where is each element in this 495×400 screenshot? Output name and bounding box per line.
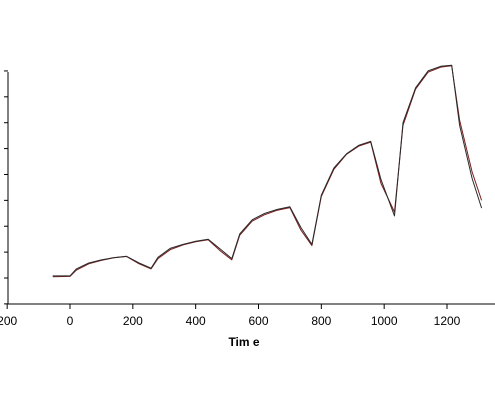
x-tick-label-2: 200 xyxy=(123,314,143,328)
x-axis-title: Tim e xyxy=(228,335,259,349)
x-tick-label-7: 1200 xyxy=(434,314,461,328)
x-tick-label-0: 200 xyxy=(0,314,17,328)
y-axis-ticks xyxy=(4,70,8,305)
series-line-1 xyxy=(52,64,483,277)
x-axis-tick-labels: 200 0 200 400 600 800 1000 1200 xyxy=(0,314,461,328)
series-line-0 xyxy=(52,65,483,278)
x-tick-label-3: 400 xyxy=(186,314,206,328)
x-tick-label-6: 1000 xyxy=(371,314,398,328)
x-tick-label-4: 600 xyxy=(248,314,268,328)
x-tick-label-5: 800 xyxy=(311,314,331,328)
series-group xyxy=(52,64,483,278)
x-tick-label-1: 0 xyxy=(67,314,74,328)
x-axis-ticks xyxy=(6,304,448,309)
